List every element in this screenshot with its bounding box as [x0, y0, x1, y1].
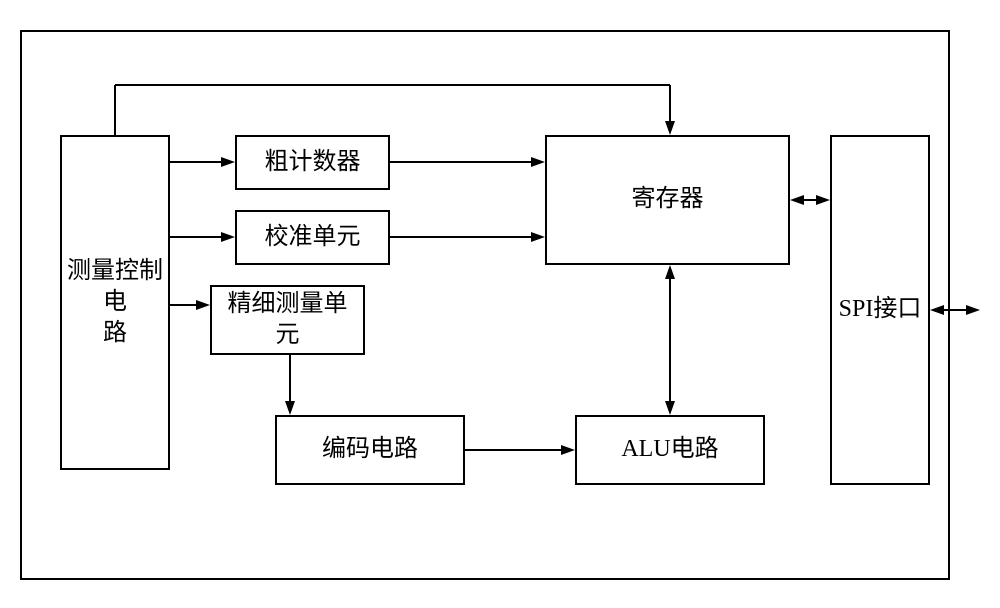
node-coarse-counter: 粗计数器	[235, 135, 390, 190]
node-label: 校准单元	[265, 222, 361, 253]
node-register: 寄存器	[545, 135, 790, 265]
node-encoder: 编码电路	[275, 415, 465, 485]
node-label: 粗计数器	[265, 147, 361, 178]
node-spi: SPI接口	[830, 135, 930, 485]
node-label: SPI接口	[839, 294, 922, 325]
node-fine-measure-unit: 精细测量单元	[210, 285, 365, 355]
node-calibration-unit: 校准单元	[235, 210, 390, 265]
node-alu: ALU电路	[575, 415, 765, 485]
node-label: 寄存器	[632, 184, 704, 215]
diagram-canvas: 测量控制电路 粗计数器 校准单元 精细测量单元 编码电路 寄存器 ALU电路 S…	[0, 0, 1000, 608]
node-label: 编码电路	[322, 434, 418, 465]
node-label: 精细测量单元	[228, 289, 348, 351]
node-measure-ctrl: 测量控制电路	[60, 135, 170, 470]
node-label: ALU电路	[621, 434, 718, 465]
node-label: 测量控制电路	[62, 256, 168, 350]
